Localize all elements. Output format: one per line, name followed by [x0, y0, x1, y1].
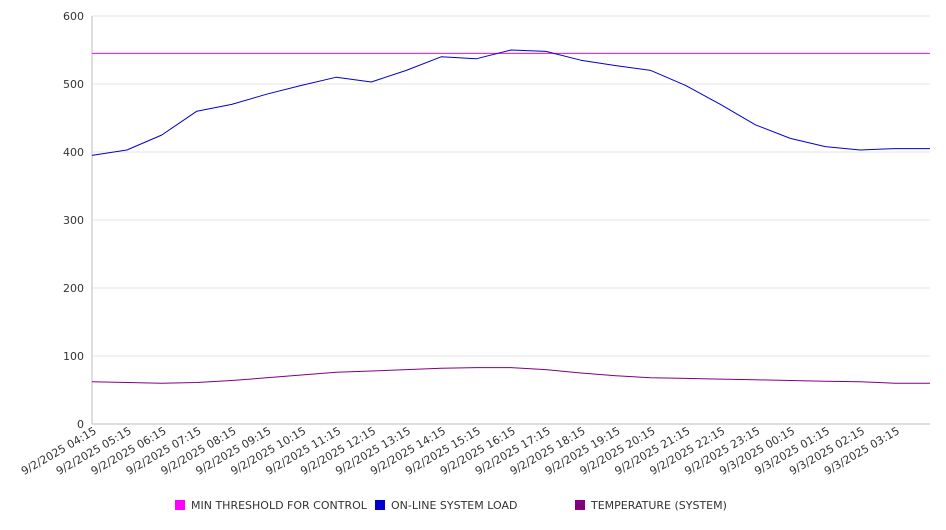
legend-label-temperature: TEMPERATURE (SYSTEM) — [591, 498, 727, 512]
series-line-1 — [91, 49, 930, 156]
y-tick-label: 0 — [77, 418, 84, 431]
legend-label-system-load: ON-LINE SYSTEM LOAD — [391, 498, 518, 512]
axis-layer — [91, 16, 930, 425]
legend: MIN THRESHOLD FOR CONTROL ON-LINE SYSTEM… — [0, 498, 946, 518]
y-tick-label: 600 — [63, 10, 84, 23]
y-tick-label: 100 — [63, 350, 84, 363]
legend-swatch-system-load — [375, 500, 385, 510]
y-tick-label: 200 — [63, 282, 84, 295]
legend-item-system-load[interactable]: ON-LINE SYSTEM LOAD — [375, 498, 517, 512]
legend-item-threshold[interactable]: MIN THRESHOLD FOR CONTROL — [175, 498, 367, 512]
legend-label-threshold: MIN THRESHOLD FOR CONTROL — [191, 498, 367, 512]
legend-item-temperature[interactable]: TEMPERATURE (SYSTEM) — [575, 498, 727, 512]
series-layer — [91, 49, 930, 384]
series-line-2 — [91, 367, 930, 384]
grid-layer — [92, 15, 930, 357]
y-tick-label: 500 — [63, 78, 84, 91]
y-tick-label: 300 — [63, 214, 84, 227]
y-tick-label: 400 — [63, 146, 84, 159]
legend-swatch-temperature — [575, 500, 585, 510]
legend-swatch-threshold — [175, 500, 185, 510]
